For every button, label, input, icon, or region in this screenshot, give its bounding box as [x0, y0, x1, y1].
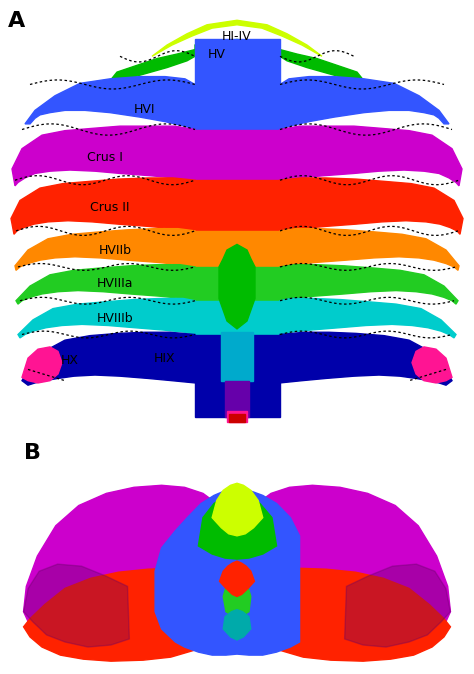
Polygon shape — [18, 299, 195, 338]
Polygon shape — [195, 180, 280, 231]
Polygon shape — [234, 485, 450, 645]
Polygon shape — [195, 231, 280, 267]
Polygon shape — [280, 178, 463, 235]
Polygon shape — [107, 39, 367, 84]
Polygon shape — [225, 381, 249, 417]
Polygon shape — [280, 228, 459, 270]
Text: HIX: HIX — [154, 352, 176, 365]
Polygon shape — [22, 332, 195, 386]
Polygon shape — [195, 129, 280, 180]
Polygon shape — [24, 564, 129, 647]
Polygon shape — [223, 581, 251, 619]
Polygon shape — [219, 561, 255, 596]
Polygon shape — [12, 126, 195, 186]
Polygon shape — [152, 20, 322, 57]
Polygon shape — [24, 485, 240, 645]
Polygon shape — [236, 568, 450, 661]
Polygon shape — [25, 77, 195, 129]
Polygon shape — [221, 332, 253, 381]
Polygon shape — [212, 483, 263, 536]
Polygon shape — [229, 415, 245, 423]
Text: HI-IV: HI-IV — [222, 30, 252, 42]
Polygon shape — [219, 245, 255, 329]
Polygon shape — [280, 126, 462, 186]
Polygon shape — [280, 299, 456, 338]
Text: HVIIb: HVIIb — [99, 243, 131, 257]
Polygon shape — [195, 267, 280, 301]
Polygon shape — [223, 609, 251, 640]
Polygon shape — [155, 488, 300, 655]
Polygon shape — [11, 178, 195, 235]
Text: A: A — [8, 11, 25, 31]
Text: HVIIIb: HVIIIb — [97, 312, 133, 326]
Text: Crus II: Crus II — [90, 201, 130, 214]
Polygon shape — [15, 228, 195, 270]
Polygon shape — [280, 265, 458, 304]
Polygon shape — [280, 77, 449, 129]
Polygon shape — [227, 411, 247, 423]
Text: HVIIIa: HVIIIa — [97, 277, 133, 290]
Text: HV: HV — [208, 48, 226, 61]
Polygon shape — [24, 568, 238, 661]
Text: B: B — [24, 443, 41, 463]
Text: HVI: HVI — [134, 102, 156, 116]
Polygon shape — [195, 334, 280, 417]
Polygon shape — [198, 492, 276, 559]
Text: HX: HX — [61, 354, 79, 367]
Polygon shape — [195, 39, 280, 129]
Polygon shape — [195, 301, 280, 334]
Text: Crus I: Crus I — [87, 151, 123, 164]
Polygon shape — [345, 564, 450, 647]
Polygon shape — [412, 347, 452, 383]
Polygon shape — [280, 332, 452, 386]
Polygon shape — [16, 265, 195, 304]
Polygon shape — [22, 347, 62, 383]
